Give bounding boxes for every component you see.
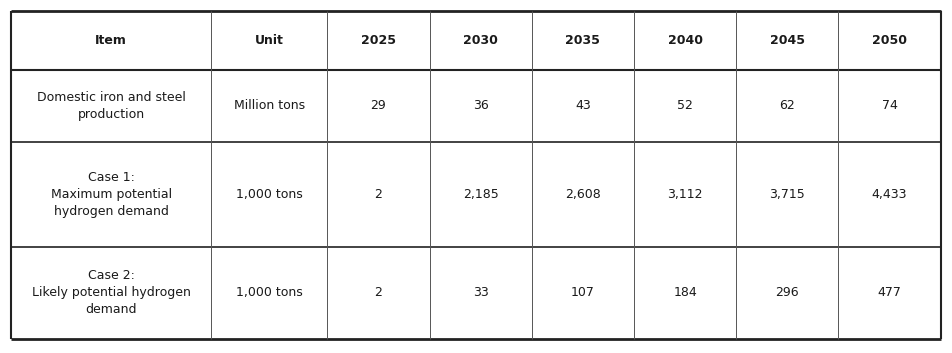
Text: 29: 29 — [370, 99, 387, 112]
Text: Domestic iron and steel
production: Domestic iron and steel production — [37, 91, 186, 121]
Text: 2: 2 — [374, 188, 383, 201]
Text: 1,000 tons: 1,000 tons — [236, 286, 303, 299]
Text: 2040: 2040 — [667, 34, 703, 47]
Text: 2: 2 — [374, 286, 383, 299]
Text: 2025: 2025 — [361, 34, 396, 47]
Text: 2,185: 2,185 — [463, 188, 499, 201]
Text: 2,608: 2,608 — [565, 188, 601, 201]
Text: Item: Item — [95, 34, 128, 47]
Text: Case 2:
Likely potential hydrogen
demand: Case 2: Likely potential hydrogen demand — [31, 269, 190, 316]
Text: 74: 74 — [882, 99, 898, 112]
Text: 33: 33 — [473, 286, 488, 299]
Text: 3,112: 3,112 — [667, 188, 703, 201]
Text: 107: 107 — [571, 286, 595, 299]
Text: 3,715: 3,715 — [769, 188, 805, 201]
Text: 477: 477 — [878, 286, 902, 299]
Text: 184: 184 — [673, 286, 697, 299]
Text: 2045: 2045 — [770, 34, 804, 47]
Text: 43: 43 — [575, 99, 591, 112]
Text: 1,000 tons: 1,000 tons — [236, 188, 303, 201]
Text: 2030: 2030 — [464, 34, 498, 47]
Text: 296: 296 — [776, 286, 799, 299]
Text: Case 1:
Maximum potential
hydrogen demand: Case 1: Maximum potential hydrogen deman… — [50, 171, 172, 218]
Text: 52: 52 — [677, 99, 693, 112]
Text: 2035: 2035 — [565, 34, 601, 47]
Text: 36: 36 — [473, 99, 488, 112]
Text: Unit: Unit — [255, 34, 284, 47]
Text: 62: 62 — [780, 99, 795, 112]
Text: 2050: 2050 — [872, 34, 907, 47]
Text: 4,433: 4,433 — [872, 188, 907, 201]
Text: Million tons: Million tons — [233, 99, 305, 112]
